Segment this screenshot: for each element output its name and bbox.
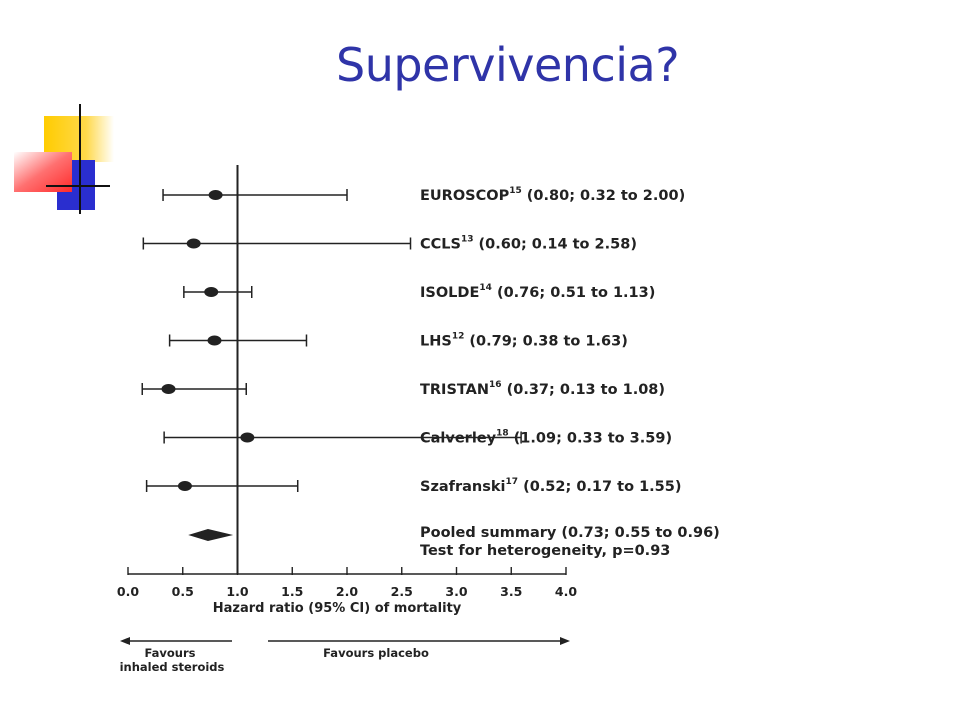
point-estimate — [207, 335, 222, 346]
study-label: TRISTAN16 (0.37; 0.13 to 1.08) — [420, 380, 665, 398]
study-label: Szafranski17 (0.52; 0.17 to 1.55) — [420, 477, 681, 495]
study-label: ISOLDE14 (0.76; 0.51 to 1.13) — [420, 283, 655, 301]
x-tick-label: 1.5 — [281, 584, 303, 599]
pooled-label: Pooled summary (0.73; 0.55 to 0.96) — [420, 525, 720, 541]
study-label: Calverley18 (1.09; 0.33 to 3.59) — [420, 429, 672, 447]
study-label: CCLS13 (0.60; 0.14 to 2.58) — [420, 235, 637, 253]
x-tick-label: 4.0 — [555, 584, 577, 599]
point-estimate — [177, 481, 192, 491]
pooled-diamond — [188, 529, 234, 541]
favours-left-label-line1: Favours — [144, 646, 195, 660]
x-tick-label: 0.0 — [117, 584, 139, 599]
point-estimate — [204, 287, 219, 297]
x-tick-label: 3.0 — [445, 584, 467, 599]
x-tick-label: 0.5 — [172, 584, 194, 599]
point-estimate — [161, 384, 176, 394]
favours-right-label: Favours placebo — [323, 646, 429, 660]
study-label: LHS12 (0.79; 0.38 to 1.63) — [420, 332, 628, 350]
x-tick-label: 1.0 — [226, 584, 248, 599]
study-label: EUROSCOP15 (0.80; 0.32 to 2.00) — [420, 186, 685, 204]
point-estimate — [240, 432, 255, 443]
favours-right-arrowhead — [560, 637, 570, 645]
slide-title: Supervivencia? — [336, 38, 680, 92]
x-tick-label: 3.5 — [500, 584, 522, 599]
favours-left-arrowhead — [120, 637, 130, 645]
favours-left-label-line2: inhaled steroids — [120, 660, 225, 674]
corner-decoration — [14, 104, 114, 214]
point-estimate — [186, 238, 201, 249]
x-axis-label: Hazard ratio (95% CI) of mortality — [213, 601, 462, 616]
heterogeneity-note: Test for heterogeneity, p=0.93 — [420, 543, 670, 559]
point-estimate — [208, 190, 223, 200]
x-tick-label: 2.5 — [391, 584, 413, 599]
x-tick-label: 2.0 — [336, 584, 358, 599]
